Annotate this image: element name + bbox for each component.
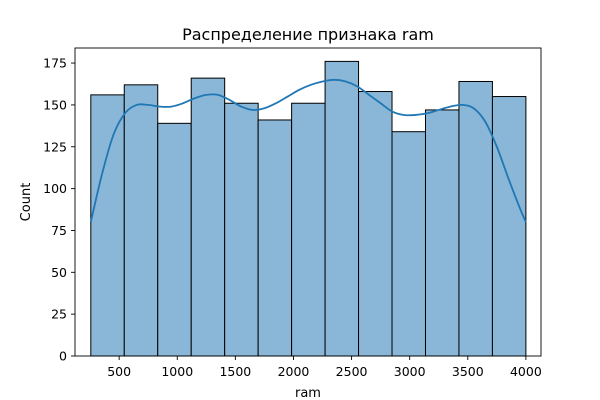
histogram-bar: [157, 122, 192, 357]
x-axis-label: ram: [295, 386, 321, 400]
y-tick-label: 0: [59, 349, 67, 364]
histogram-bar: [458, 80, 493, 357]
kde-curve: [89, 78, 527, 223]
histogram-bar: [391, 131, 426, 357]
x-axis-ticks: 500 1000 1500 2000 2500 3000 3500 4000: [107, 356, 542, 379]
x-tick-label: 1000: [161, 364, 193, 379]
histogram-bars: [90, 60, 527, 357]
y-axis-ticks: 0 25 50 75 100 125 150 175: [43, 56, 75, 364]
histogram-bar: [424, 109, 460, 357]
histogram-bar: [324, 60, 360, 357]
histogram-bar: [358, 91, 393, 357]
chart-title: Распределение признака ram: [182, 25, 434, 44]
histogram-bar: [491, 96, 527, 357]
histogram-bar: [123, 84, 159, 357]
histogram-bar: [224, 102, 259, 357]
histogram-bar: [291, 102, 326, 357]
y-axis-label: Count: [19, 183, 34, 222]
y-tick-label: 125: [43, 139, 67, 154]
histogram-bar: [257, 119, 293, 357]
y-tick-label: 100: [43, 181, 67, 196]
y-tick-label: 50: [51, 265, 67, 280]
x-tick-label: 4000: [510, 364, 542, 379]
x-tick-label: 2500: [336, 364, 368, 379]
x-tick-label: 3500: [452, 364, 484, 379]
x-tick-label: 2000: [278, 364, 310, 379]
y-tick-label: 175: [43, 56, 67, 71]
histogram-bar: [90, 94, 125, 357]
histogram-bar: [190, 77, 226, 357]
y-tick-label: 25: [51, 307, 67, 322]
y-tick-label: 75: [51, 223, 67, 238]
plot-area-frame: [74, 47, 542, 357]
x-tick-label: 1500: [219, 364, 251, 379]
x-tick-label: 3000: [394, 364, 426, 379]
y-tick-label: 150: [43, 97, 67, 112]
x-tick-label: 500: [107, 364, 131, 379]
